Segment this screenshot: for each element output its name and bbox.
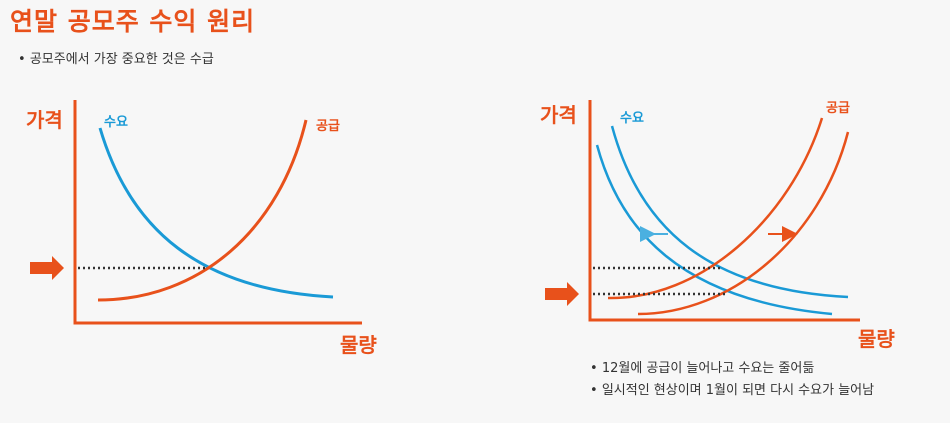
right-demand-curve-original bbox=[610, 125, 849, 299]
left-demand-curve bbox=[98, 127, 334, 299]
left-supply-label: 공급 bbox=[316, 119, 340, 134]
left-price-arrow-icon bbox=[30, 256, 64, 280]
right-supply-curve-original bbox=[607, 117, 824, 300]
right-supply-label: 공급 bbox=[826, 101, 850, 116]
right-y-axis-label: 가격 bbox=[540, 103, 577, 127]
right-demand-curve-shifted bbox=[595, 144, 833, 316]
left-supply-curve bbox=[97, 119, 308, 302]
page-title: 연말 공모주 수익 원리 bbox=[10, 7, 256, 36]
left-y-axis-label: 가격 bbox=[26, 108, 63, 132]
intro-bullet: 공모주에서 가장 중요한 것은 수급 bbox=[18, 48, 214, 67]
right-demand-label: 수요 bbox=[620, 111, 644, 126]
right-price-arrow-icon bbox=[545, 282, 579, 306]
note-item: 12월에 공급이 늘어나고 수요는 줄어듦 bbox=[590, 358, 874, 380]
left-x-axis-label: 물량 bbox=[340, 333, 377, 357]
left-axes bbox=[73, 100, 362, 325]
note-item: 일시적인 현상이며 1월이 되면 다시 수요가 늘어남 bbox=[590, 380, 874, 402]
left-diagram: 가격 물량 수요 공급 bbox=[26, 100, 377, 357]
right-diagram: 가격 물량 수요 공급 bbox=[540, 100, 895, 351]
right-supply-curve-shifted bbox=[637, 131, 850, 316]
notes-list: 12월에 공급이 늘어나고 수요는 줄어듦 일시적인 현상이며 1월이 되면 다… bbox=[590, 358, 874, 402]
right-axes bbox=[588, 100, 860, 322]
left-demand-label: 수요 bbox=[104, 115, 128, 130]
right-x-axis-label: 물량 bbox=[858, 327, 895, 351]
